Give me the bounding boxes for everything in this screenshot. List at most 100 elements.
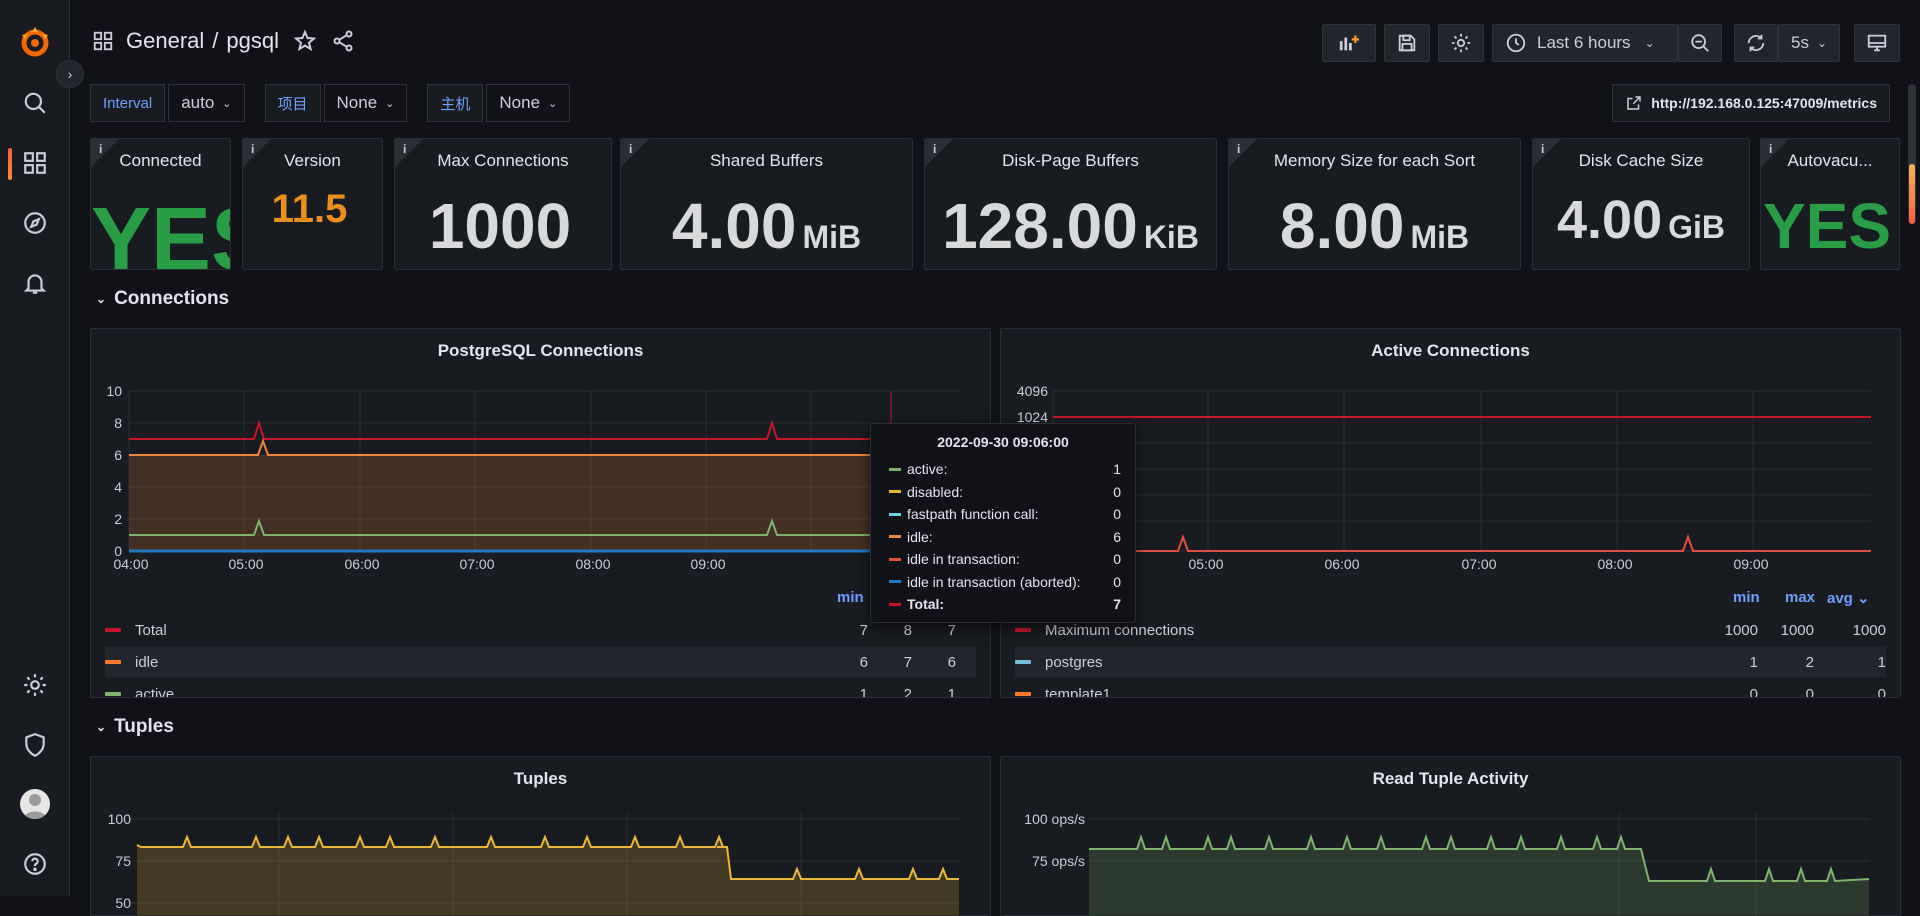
legend-header-min[interactable]: min bbox=[837, 589, 864, 606]
share-icon[interactable] bbox=[331, 29, 355, 53]
variable-select-project[interactable]: None ⌄ bbox=[323, 84, 408, 122]
legend-max: 2 bbox=[1805, 653, 1814, 671]
info-icon[interactable]: i bbox=[99, 142, 103, 156]
info-icon[interactable]: i bbox=[629, 142, 633, 156]
legend-item[interactable]: postgres 1 2 1 bbox=[1015, 647, 1886, 677]
stat-value: 4.00 GiB bbox=[1557, 190, 1725, 250]
postgresql-connections-graph[interactable]: 10 8 6 4 2 004:00 05:00 06:00 07:00 08:00 09:00 bbox=[91, 329, 991, 569]
dashboard-settings-button[interactable] bbox=[1438, 24, 1484, 62]
scrollbar-thumb[interactable] bbox=[1909, 164, 1915, 224]
explore-compass-icon[interactable] bbox=[20, 208, 50, 238]
help-icon[interactable] bbox=[20, 849, 50, 879]
x-tick-label: 08:00 bbox=[1597, 556, 1632, 569]
user-avatar[interactable] bbox=[20, 789, 50, 819]
info-icon[interactable]: i bbox=[251, 142, 255, 156]
panel-info-corner[interactable] bbox=[1229, 139, 1257, 167]
panel-info-corner[interactable] bbox=[395, 139, 423, 167]
legend-item[interactable]: active 1 2 1 bbox=[105, 679, 976, 698]
panel-info-corner[interactable] bbox=[1761, 139, 1789, 167]
info-icon[interactable]: i bbox=[933, 142, 937, 156]
refresh-interval-label: 5s bbox=[1790, 33, 1809, 52]
server-admin-shield-icon[interactable] bbox=[20, 730, 50, 760]
grafana-logo-icon[interactable] bbox=[17, 24, 53, 60]
tooltip-swatch bbox=[889, 557, 901, 561]
refresh-button[interactable] bbox=[1734, 24, 1778, 62]
tuples-graph[interactable]: 100 75 50 bbox=[91, 757, 991, 916]
read-tuple-activity-graph[interactable]: 100 ops/s 75 ops/s bbox=[1001, 757, 1901, 916]
stat-panel-3[interactable]: i Shared Buffers 4.00 MiB bbox=[620, 138, 913, 270]
metrics-link[interactable]: http://192.168.0.125:47009/metrics bbox=[1612, 84, 1890, 122]
tooltip-value: 0 bbox=[1113, 483, 1121, 500]
row-connections[interactable]: ⌄ Connections bbox=[96, 288, 229, 310]
variables-bar: Interval auto ⌄ 项目 None ⌄ 主机 None ⌄ bbox=[90, 84, 571, 122]
refresh-icon bbox=[1747, 34, 1765, 52]
star-icon[interactable] bbox=[293, 29, 317, 53]
legend-item[interactable]: template1 0 0 0 bbox=[1015, 679, 1886, 697]
legend-item[interactable]: Total 7 8 7 bbox=[105, 615, 976, 645]
tooltip-row: disabled: 0 bbox=[889, 481, 1121, 503]
info-icon[interactable]: i bbox=[403, 142, 407, 156]
legend-max: 2 bbox=[903, 685, 912, 698]
y-tick-label: 75 ops/s bbox=[1032, 853, 1085, 869]
dashboard-title[interactable]: pgsql bbox=[226, 28, 279, 53]
variable-label-interval: Interval bbox=[90, 84, 166, 122]
legend-item[interactable]: idle 6 7 6 bbox=[105, 647, 976, 677]
gear-icon bbox=[1451, 33, 1471, 53]
row-tuples[interactable]: ⌄ Tuples bbox=[96, 716, 174, 738]
tooltip-time: 2022-09-30 09:06:00 bbox=[937, 434, 1069, 450]
legend-header-max[interactable]: max bbox=[1785, 589, 1816, 606]
tooltip-swatch bbox=[889, 535, 901, 538]
stat-panel-7[interactable]: i Autovacu... YES bbox=[1760, 138, 1900, 270]
panel-title: Tuples bbox=[513, 769, 568, 788]
panel-info-corner[interactable] bbox=[1533, 139, 1561, 167]
refresh-interval-picker[interactable]: 5s ⌄ bbox=[1778, 24, 1840, 62]
panel-read-tuple-activity[interactable]: Read Tuple Activity 100 ops/s 75 ops/s bbox=[1000, 756, 1901, 916]
legend-swatch bbox=[105, 660, 121, 664]
configuration-gear-icon[interactable] bbox=[20, 670, 50, 700]
save-dashboard-button[interactable] bbox=[1384, 24, 1430, 62]
stat-panel-5[interactable]: i Memory Size for each Sort 8.00 MiB bbox=[1228, 138, 1521, 270]
legend-min: 1000 bbox=[1724, 621, 1758, 639]
info-icon[interactable]: i bbox=[1541, 142, 1545, 156]
zoom-out-button[interactable] bbox=[1678, 24, 1722, 62]
y-tick-label: 6 bbox=[114, 447, 122, 463]
variable-select-interval[interactable]: auto ⌄ bbox=[168, 84, 245, 122]
legend-header-avg[interactable]: avg ⌄ bbox=[1827, 590, 1870, 607]
page-scrollbar[interactable] bbox=[1908, 84, 1916, 224]
breadcrumb-folder[interactable]: General bbox=[126, 28, 205, 53]
stat-title: Disk Cache Size bbox=[1578, 151, 1704, 170]
panel-info-corner[interactable] bbox=[621, 139, 649, 167]
tooltip-label: idle in transaction (aborted): bbox=[907, 573, 1081, 590]
legend-item[interactable]: Maximum connections 1000 1000 1000 bbox=[1015, 615, 1886, 645]
panel-info-corner[interactable] bbox=[925, 139, 953, 167]
active-connections-graph[interactable]: 4096 1024 05:00 06:00 07:00 08:00 09:00 bbox=[1001, 329, 1901, 569]
tuples-area bbox=[137, 837, 959, 915]
panel-active-connections[interactable]: Active Connections 4096 1024 05:00 06:00 07:… bbox=[1000, 328, 1901, 698]
stat-panel-1[interactable]: i Version 11.5 bbox=[242, 138, 383, 270]
panel-info-corner[interactable] bbox=[91, 139, 119, 167]
dashboards-icon[interactable] bbox=[20, 148, 50, 178]
stat-value: 8.00 MiB bbox=[1279, 190, 1470, 262]
panel-tuples[interactable]: Tuples 100 75 50 bbox=[90, 756, 991, 916]
time-picker-button[interactable]: Last 6 hours ⌄ bbox=[1492, 24, 1678, 62]
alerting-bell-icon[interactable] bbox=[20, 268, 50, 298]
search-icon[interactable] bbox=[20, 88, 50, 118]
expand-menu-button[interactable]: › bbox=[56, 60, 84, 88]
info-icon[interactable]: i bbox=[1237, 142, 1241, 156]
stat-panel-0[interactable]: i Connected YES bbox=[90, 138, 231, 270]
add-panel-button[interactable] bbox=[1322, 24, 1376, 62]
variable-select-host[interactable]: None ⌄ bbox=[486, 84, 571, 122]
legend-header-min[interactable]: min bbox=[1733, 589, 1760, 606]
panel-info-corner[interactable] bbox=[243, 139, 271, 167]
panel-postgresql-connections[interactable]: PostgreSQL Connections 10 8 6 4 2 0 04:00 05:00… bbox=[90, 328, 991, 698]
save-icon bbox=[1398, 34, 1416, 52]
clock-icon bbox=[1506, 33, 1526, 53]
stat-panel-6[interactable]: i Disk Cache Size 4.00 GiB bbox=[1532, 138, 1750, 270]
tooltip-value: 1 bbox=[1113, 461, 1121, 477]
variable-value: None bbox=[336, 93, 378, 112]
stat-panel-2[interactable]: i Max Connections 1000 bbox=[394, 138, 612, 270]
tv-mode-button[interactable] bbox=[1854, 24, 1900, 62]
legend-avg: 1 bbox=[947, 685, 956, 698]
stat-panel-4[interactable]: i Disk-Page Buffers 128.00 KiB bbox=[924, 138, 1217, 270]
info-icon[interactable]: i bbox=[1769, 142, 1773, 156]
